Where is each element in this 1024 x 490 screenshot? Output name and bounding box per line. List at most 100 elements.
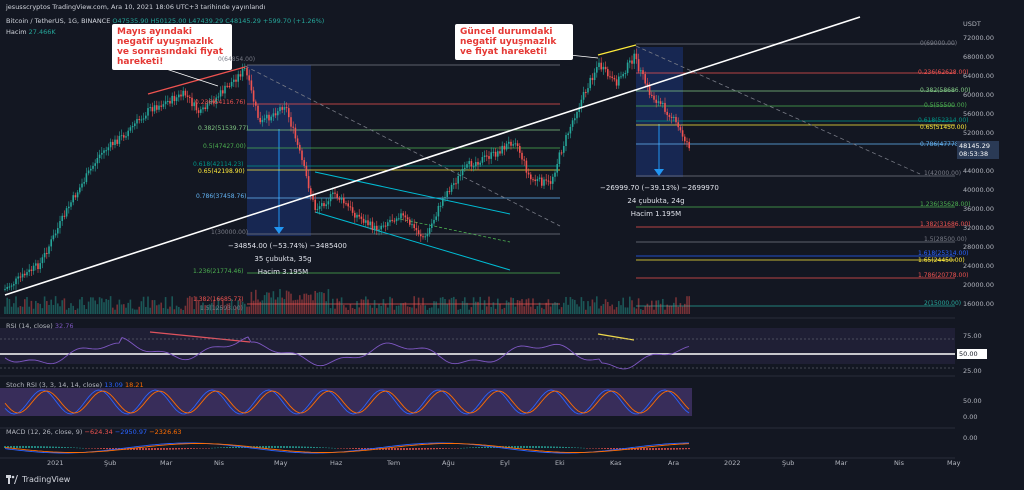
candle-body: [200, 109, 202, 113]
candle-body: [136, 119, 138, 124]
price-axis-label: 28000.00: [963, 243, 995, 251]
volume-bar: [171, 296, 173, 314]
chart-canvas[interactable]: [0, 14, 955, 470]
volume-bar: [255, 289, 257, 314]
volume-bar: [549, 306, 552, 314]
candle-body: [642, 70, 644, 75]
candle-body: [415, 228, 418, 231]
volume-bar: [138, 306, 140, 314]
macd-hist-bar: [265, 445, 267, 448]
volume-bar: [688, 296, 690, 314]
candle-body: [591, 77, 594, 81]
stoch-legend[interactable]: Stoch RSI (3, 3, 14, 14, close) 13.09 18…: [6, 381, 144, 389]
volume-bar: [501, 309, 503, 314]
time-axis-label: Kas: [610, 459, 622, 467]
volume-bar: [615, 307, 618, 314]
volume-bar: [413, 296, 415, 314]
volume-bar: [325, 301, 327, 314]
candle-body: [274, 113, 277, 116]
volume-bar: [648, 305, 651, 314]
volume-bar: [433, 301, 435, 314]
time-axis-label: Şub: [782, 459, 795, 467]
current-price: 48145.29: [959, 142, 991, 150]
volume-bar: [107, 299, 110, 314]
macd-hist-bar: [685, 448, 687, 450]
candle-body: [503, 145, 506, 150]
candle-body: [400, 213, 402, 219]
volume-bar: [525, 299, 528, 314]
volume-bar: [24, 299, 26, 314]
macd-hist-bar: [223, 447, 225, 448]
candle-body: [444, 196, 446, 199]
candle-body: [94, 163, 96, 166]
macd-hist-bar: [334, 447, 336, 449]
candle-body: [662, 102, 664, 104]
candle-body: [494, 151, 497, 157]
candle-body: [68, 206, 70, 209]
candle-body: [283, 107, 286, 110]
candle-body: [501, 145, 503, 154]
symbol-name[interactable]: Bitcoin / TetherUS, 1G, BINANCE: [6, 17, 111, 25]
macd-hist-bar: [649, 448, 651, 451]
candle-body: [558, 152, 561, 164]
volume-bar: [32, 308, 35, 314]
time-axis-label: Mar: [160, 459, 173, 467]
candle-body: [578, 107, 580, 112]
candle-body: [492, 151, 495, 153]
candle-body: [272, 113, 275, 117]
macd-hist-bar: [76, 447, 78, 449]
candle-body: [332, 192, 334, 195]
volume-bar: [655, 300, 657, 314]
candle-body: [655, 99, 657, 103]
volume-bar: [354, 309, 356, 314]
candle-body: [35, 263, 37, 266]
rsi-level: 25.00: [963, 367, 982, 375]
macd-hist-bar: [637, 448, 639, 450]
volume-bar: [118, 299, 121, 314]
candle-body: [530, 174, 532, 180]
macd-legend[interactable]: MACD (12, 26, close, 9) −624.34 −2950.97…: [6, 428, 182, 436]
candle-body: [569, 126, 572, 134]
candle-body: [420, 234, 422, 237]
volume-bar: [362, 299, 365, 314]
volume-bar: [167, 308, 169, 314]
macd-hist-bar: [148, 448, 150, 451]
macd-hist-bar: [430, 448, 432, 450]
candle-body: [395, 218, 398, 222]
macd-hist-bar: [70, 447, 72, 448]
volume-bar: [620, 305, 622, 314]
current-countdown: 08:53:38: [959, 150, 989, 158]
macd-hist-bar: [490, 446, 492, 448]
candle-body: [470, 161, 473, 167]
macd-hist-bar: [190, 448, 192, 449]
candle-body: [413, 224, 415, 229]
macd-hist-bar: [331, 447, 333, 449]
volume-bar: [593, 302, 596, 314]
volume-bar: [279, 289, 281, 314]
volume-bar: [486, 306, 488, 314]
candle-body: [235, 79, 237, 82]
rsi-legend[interactable]: RSI (14, close) 32.76: [6, 322, 74, 330]
macd-hist-bar: [52, 446, 54, 448]
price-axis[interactable]: USDT 72000.00 68000.00 64000.00 60000.00 560…: [955, 14, 1024, 459]
candle-body: [345, 203, 347, 205]
volume-bar: [50, 299, 52, 314]
volume-bar: [351, 307, 354, 314]
volume-bar: [519, 300, 521, 314]
candle-body: [28, 269, 30, 273]
volume-bar: [85, 309, 88, 314]
volume-bar: [563, 302, 565, 314]
macd-hist-bar: [409, 448, 411, 450]
volume-bar: [512, 298, 514, 314]
candle-body: [684, 136, 686, 142]
macd-hist-bar: [106, 448, 108, 450]
volume-bar: [175, 305, 178, 314]
volume-bar: [420, 305, 422, 314]
candle-body: [321, 203, 323, 207]
volume-bar: [380, 305, 382, 314]
candle-body: [391, 219, 393, 221]
macd-hist-bar: [340, 448, 342, 449]
candle-body: [505, 143, 508, 150]
candle-body: [123, 135, 125, 138]
candle-body: [21, 273, 24, 278]
